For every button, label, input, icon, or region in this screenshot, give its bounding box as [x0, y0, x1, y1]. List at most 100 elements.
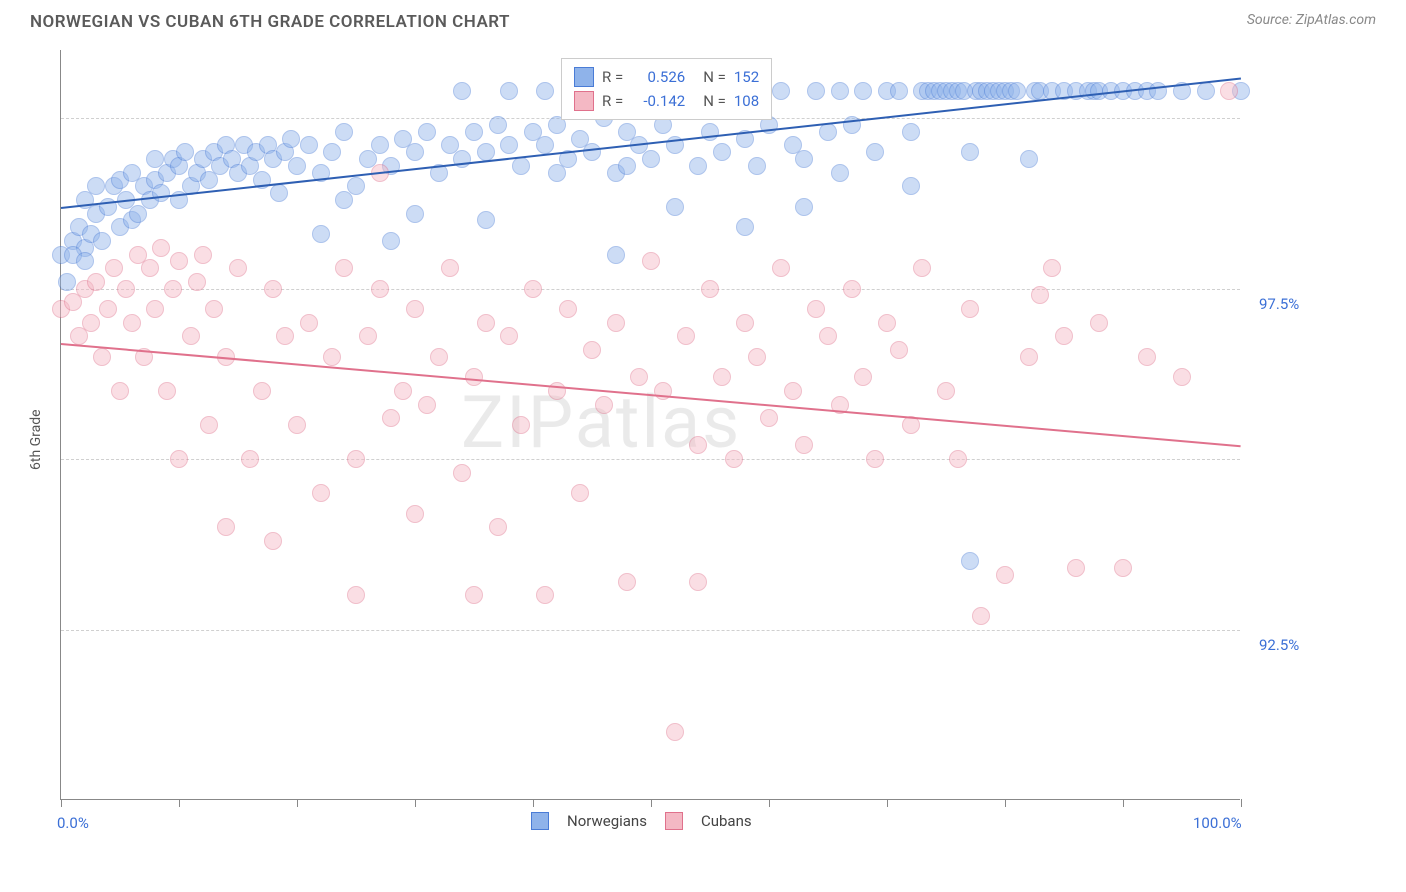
- scatter-point: [500, 82, 518, 100]
- scatter-point: [866, 450, 884, 468]
- scatter-point: [890, 341, 908, 359]
- scatter-point: [382, 409, 400, 427]
- scatter-point: [500, 327, 518, 345]
- scatter-point: [264, 532, 282, 550]
- x-tick-label: 0.0%: [57, 814, 89, 832]
- scatter-point: [1031, 286, 1049, 304]
- scatter-point: [182, 327, 200, 345]
- scatter-point: [807, 300, 825, 318]
- scatter-point: [335, 259, 353, 277]
- legend-swatch: [574, 67, 594, 87]
- x-tick: [179, 799, 180, 807]
- scatter-point: [713, 368, 731, 386]
- scatter-point: [1067, 559, 1085, 577]
- scatter-point: [489, 116, 507, 134]
- scatter-point: [406, 143, 424, 161]
- scatter-point: [312, 225, 330, 243]
- scatter-point: [1090, 314, 1108, 332]
- scatter-point: [689, 436, 707, 454]
- scatter-point: [854, 368, 872, 386]
- scatter-point: [642, 150, 660, 168]
- scatter-point: [618, 157, 636, 175]
- chart-title: NORWEGIAN VS CUBAN 6TH GRADE CORRELATION…: [30, 12, 510, 32]
- scatter-point: [725, 450, 743, 468]
- scatter-point: [453, 82, 471, 100]
- scatter-point: [536, 136, 554, 154]
- legend-label: Norwegians: [567, 812, 647, 830]
- scatter-point: [913, 259, 931, 277]
- scatter-point: [282, 130, 300, 148]
- chart-source: Source: ZipAtlas.com: [1247, 12, 1376, 28]
- scatter-point: [1008, 82, 1026, 100]
- scatter-point: [784, 382, 802, 400]
- scatter-point: [276, 327, 294, 345]
- scatter-point: [418, 396, 436, 414]
- stat-label-r: R =: [602, 65, 623, 89]
- x-tick: [769, 799, 770, 807]
- scatter-point: [87, 273, 105, 291]
- scatter-point: [713, 143, 731, 161]
- scatter-point: [677, 327, 695, 345]
- scatter-point: [748, 157, 766, 175]
- scatter-point: [595, 396, 613, 414]
- scatter-point: [312, 484, 330, 502]
- scatter-point: [795, 150, 813, 168]
- scatter-point: [795, 198, 813, 216]
- scatter-point: [559, 300, 577, 318]
- scatter-point: [477, 314, 495, 332]
- scatter-point: [500, 136, 518, 154]
- plot-area: ZIPatlas 92.5%97.5%0.0%100.0%R =0.526N =…: [60, 50, 1240, 800]
- scatter-point: [347, 450, 365, 468]
- scatter-point: [359, 327, 377, 345]
- scatter-point: [217, 518, 235, 536]
- x-tick: [651, 799, 652, 807]
- scatter-point: [1197, 82, 1215, 100]
- scatter-point: [300, 136, 318, 154]
- x-tick: [415, 799, 416, 807]
- stat-label-n: N =: [703, 89, 726, 113]
- scatter-point: [170, 450, 188, 468]
- scatter-point: [607, 314, 625, 332]
- x-tick: [1005, 799, 1006, 807]
- scatter-point: [288, 416, 306, 434]
- scatter-point: [772, 82, 790, 100]
- scatter-point: [347, 586, 365, 604]
- scatter-point: [105, 259, 123, 277]
- scatter-point: [689, 157, 707, 175]
- scatter-point: [418, 123, 436, 141]
- scatter-point: [1020, 150, 1038, 168]
- scatter-point: [430, 348, 448, 366]
- scatter-point: [972, 607, 990, 625]
- gridline: [61, 289, 1240, 290]
- x-tick: [887, 799, 888, 807]
- stat-value-n: 152: [734, 65, 759, 89]
- scatter-point: [583, 143, 601, 161]
- scatter-point: [843, 280, 861, 298]
- x-tick: [1123, 799, 1124, 807]
- scatter-point: [1149, 82, 1167, 100]
- scatter-point: [270, 184, 288, 202]
- scatter-point: [571, 484, 589, 502]
- scatter-point: [1020, 348, 1038, 366]
- scatter-point: [264, 280, 282, 298]
- scatter-point: [93, 348, 111, 366]
- stats-legend-row: R =-0.142N =108: [574, 89, 759, 113]
- scatter-point: [93, 232, 111, 250]
- scatter-point: [630, 368, 648, 386]
- scatter-point: [961, 300, 979, 318]
- scatter-point: [194, 246, 212, 264]
- scatter-point: [607, 246, 625, 264]
- scatter-point: [890, 82, 908, 100]
- scatter-point: [795, 436, 813, 454]
- gridline: [61, 459, 1240, 460]
- scatter-point: [371, 280, 389, 298]
- scatter-point: [323, 348, 341, 366]
- y-tick-label: 92.5%: [1259, 636, 1299, 654]
- scatter-point: [512, 157, 530, 175]
- scatter-point: [347, 177, 365, 195]
- scatter-point: [205, 300, 223, 318]
- stat-value-r: 0.526: [631, 65, 685, 89]
- scatter-point: [961, 552, 979, 570]
- scatter-point: [736, 218, 754, 236]
- x-tick: [533, 799, 534, 807]
